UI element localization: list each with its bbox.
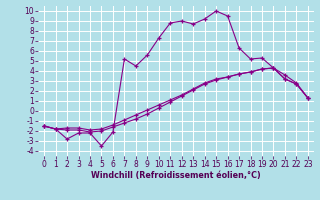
- X-axis label: Windchill (Refroidissement éolien,°C): Windchill (Refroidissement éolien,°C): [91, 171, 261, 180]
